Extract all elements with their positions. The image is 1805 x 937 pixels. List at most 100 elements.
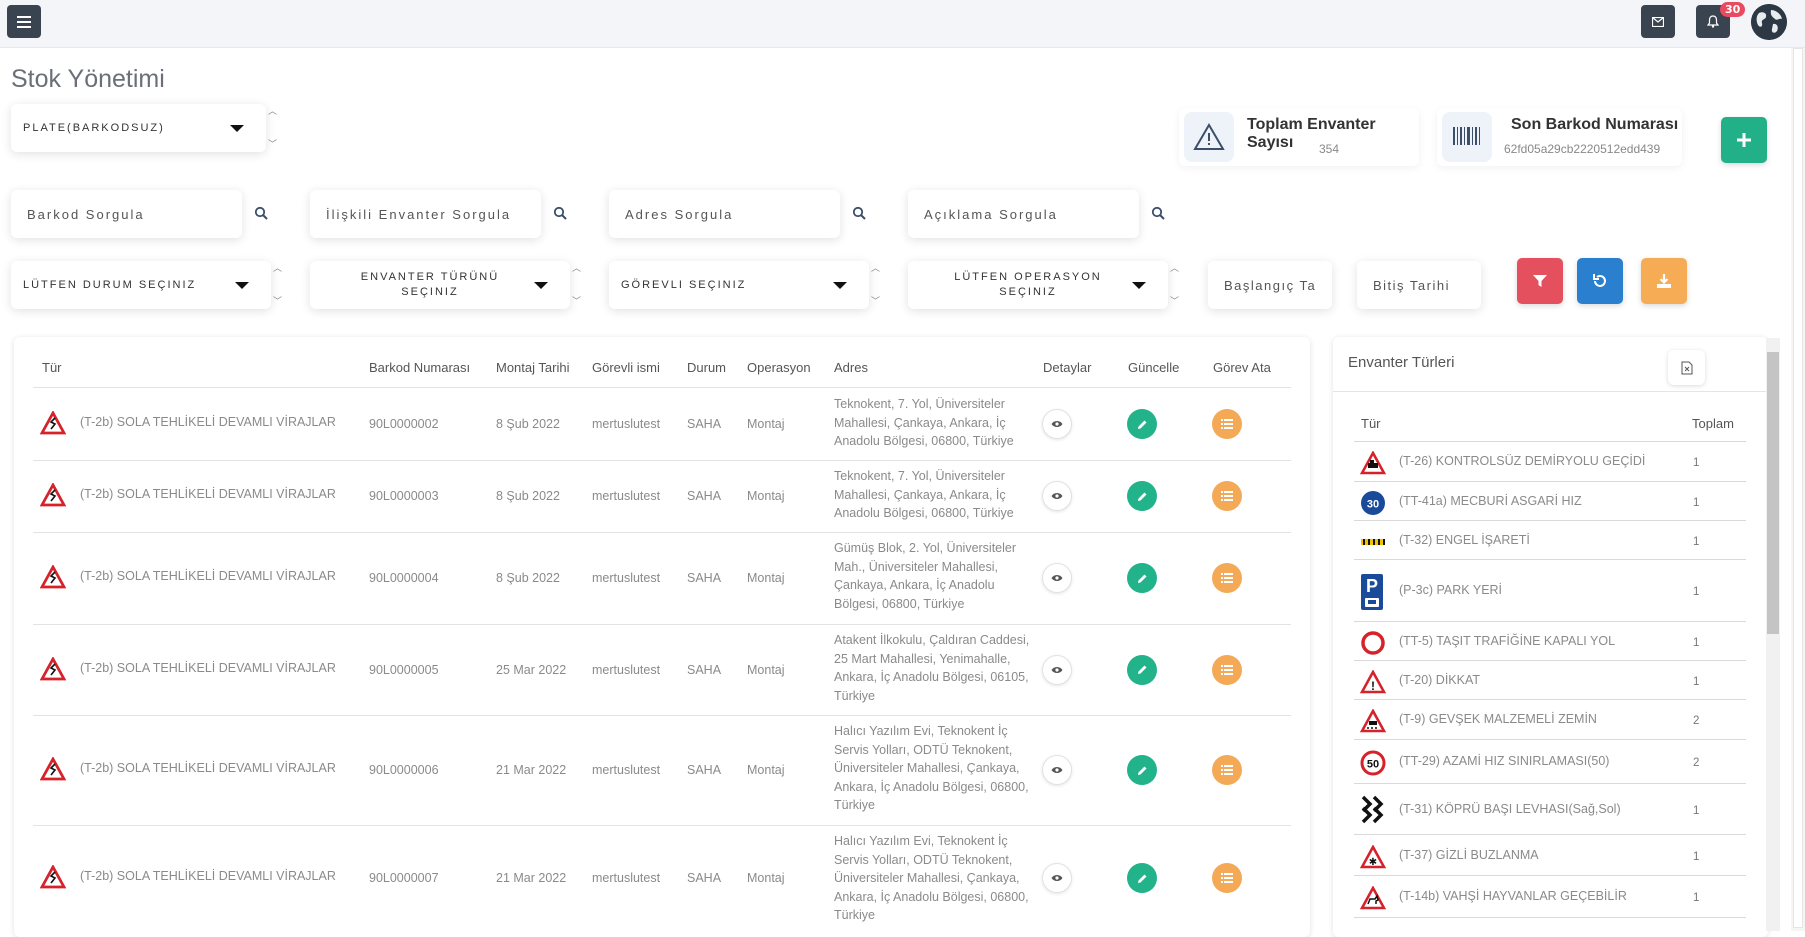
inventory-type-label: (TT-5) TAŞIT TRAFİĞİNE KAPALI YOL [1399,633,1616,648]
type-cell: (T-2b) SOLA TEHLİKELİ DEVAMLI VİRAJLAR [80,569,336,583]
address-cell: Teknokent, 7. Yol, Üniversiteler Mahalle… [834,397,1014,448]
menu-button[interactable] [7,5,41,38]
operation-select[interactable]: LÜTFEN OPERASYON SEÇINIZ ︿ ﹀ [908,261,1179,309]
divider [33,825,1291,826]
speed-limit-sign-icon: 50 [1360,750,1386,776]
add-inventory-button[interactable] [1721,117,1767,163]
chevron-down-icon [1132,282,1146,289]
type-cell: (T-2b) SOLA TEHLİKELİ DEVAMLI VİRAJLAR [80,660,336,675]
pencil-icon [1137,665,1146,674]
description-search-input[interactable]: Açıklama Sorgula [908,190,1139,238]
last-barcode-title: Son Barkod Numarası [1511,116,1679,133]
operation-cell: Montaj [747,662,785,677]
address-search-placeholder: Adres Sorgula [625,206,734,222]
curves-warning-sign-icon [40,411,66,435]
address-cell: Halıcı Yazılım Evi, Teknokent İç Servis … [834,724,1029,812]
divider [33,532,1291,533]
assign-task-button[interactable] [1212,863,1242,893]
column-header-update: Güncelle [1128,360,1180,375]
mail-button[interactable] [1641,5,1675,38]
assign-task-button[interactable] [1212,481,1242,511]
wild-animals-sign-icon [1360,885,1386,911]
hamburger-icon [17,15,31,28]
select-spinner-icon: ︿ ﹀ [572,263,584,306]
details-button[interactable] [1042,409,1072,439]
loose-gravel-sign-icon [1360,708,1386,734]
download-button[interactable] [1641,258,1687,304]
update-button[interactable] [1127,755,1157,785]
select-spinner-icon: ︿ ﹀ [273,263,285,306]
update-button[interactable] [1127,409,1157,439]
update-button[interactable] [1127,863,1157,893]
divider [33,715,1291,716]
inventory-type-count: 1 [1693,456,1700,469]
closed-road-sign-icon [1360,630,1386,656]
filter-button[interactable] [1517,258,1563,304]
column-header-date: Montaj Tarihi [496,360,570,375]
staff-cell: mertuslutest [592,662,661,677]
end-date-placeholder: Bitiş Tarihi [1373,277,1451,293]
search-icon[interactable] [254,206,268,220]
chevron-down-icon [833,282,847,289]
status-cell: SAHA [687,662,722,677]
plate-select[interactable]: PLATE(BARKODSUZ) ︿ ﹀ [11,104,277,152]
operation-cell: Montaj [747,489,785,503]
eye-icon [1051,875,1063,881]
search-icon[interactable] [852,206,866,220]
update-button[interactable] [1127,481,1157,511]
staff-select-value: GÖREVLI SEÇINIZ [621,278,747,291]
details-button[interactable] [1042,755,1072,785]
details-button[interactable] [1042,654,1072,685]
last-barcode-value: 62fd05a29cb2220512edd439 [1504,142,1661,156]
inventory-type-row [1354,484,1746,521]
status-cell: SAHA [687,571,722,585]
update-button[interactable] [1127,654,1157,685]
staff-cell: mertuslutest [592,571,661,585]
total-inventory-value: 354 [1319,142,1340,156]
details-button[interactable] [1042,863,1072,893]
details-button[interactable] [1042,481,1072,511]
inventory-type-label: (T-37) GİZLİ BUZLANMA [1399,847,1539,862]
page-scrollbar-thumb[interactable] [1793,48,1803,928]
date-cell: 8 Şub 2022 [496,417,560,431]
eye-icon [1051,421,1063,427]
assign-task-button[interactable] [1212,654,1242,685]
filter-icon [1533,275,1547,287]
barcode-cell: 90L0000007 [369,871,439,885]
related-inventory-search-input[interactable]: İlişkili Envanter Sorgula [310,190,541,238]
column-header-assign: Görev Ata [1213,360,1271,375]
start-date-input[interactable]: Başlangıç Ta [1208,261,1332,309]
warning-triangle-icon [1184,112,1234,162]
column-header-status: Durum [687,360,727,375]
list-icon [1221,419,1233,429]
search-icon[interactable] [1151,206,1165,220]
assign-task-button[interactable] [1212,755,1242,785]
update-button[interactable] [1127,563,1157,593]
sign-text: ! [1371,679,1375,693]
panel-scrollbar-thumb[interactable] [1767,352,1779,634]
divider [1354,441,1746,442]
inventory-type-row [1354,562,1746,622]
status-select[interactable]: LÜTFEN DURUM SEÇINIZ ︿ ﹀ [11,261,282,309]
search-icon[interactable] [553,206,567,220]
user-avatar-globe[interactable] [1751,4,1787,40]
excel-export-button[interactable] [1668,350,1705,385]
assign-task-button[interactable] [1212,409,1242,439]
staff-select[interactable]: GÖREVLI SEÇINIZ ︿ ﹀ [609,261,880,309]
start-date-placeholder: Başlangıç Ta [1224,277,1317,293]
inventory-type-label: (T-20) DİKKAT [1399,672,1481,687]
status-cell: SAHA [687,871,722,885]
address-search-input[interactable]: Adres Sorgula [609,190,840,238]
end-date-input[interactable]: Bitiş Tarihi [1357,261,1481,309]
inventory-type-count: 1 [1693,675,1700,688]
reset-button[interactable] [1577,258,1623,304]
types-header-total: Toplam [1692,416,1734,431]
sign-text: P [1366,576,1378,596]
inventory-type-row [1354,837,1746,876]
inventory-type-label: (TT-29) AZAMİ HIZ SINIRLAMASI(50) [1399,754,1610,768]
assign-task-button[interactable] [1212,563,1242,593]
inventory-type-select[interactable]: ENVANTER TÜRÜNÜ SEÇINIZ ︿ ﹀ [310,261,581,309]
details-button[interactable] [1042,563,1072,593]
inventory-type-row [1354,742,1746,784]
barcode-search-input[interactable]: Barkod Sorgula [11,190,242,238]
